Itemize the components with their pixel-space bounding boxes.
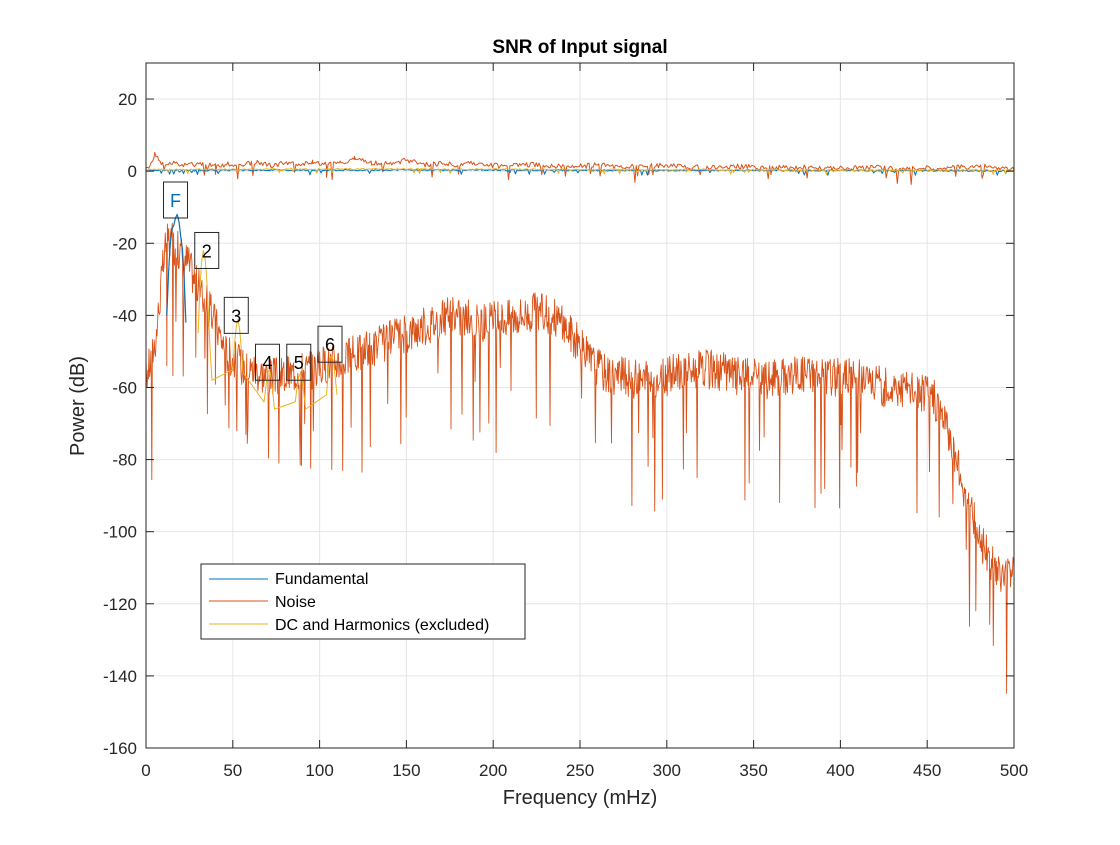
x-tick-label: 400 <box>826 761 854 780</box>
y-tick-label: -140 <box>103 667 137 686</box>
harmonic-marker-box <box>317 325 343 363</box>
y-tick-label: 0 <box>128 162 137 181</box>
x-tick-label: 500 <box>1000 761 1028 780</box>
y-tick-label: -60 <box>112 378 137 397</box>
series-layer <box>145 151 1015 694</box>
y-tick-label: -20 <box>112 234 137 253</box>
harmonic-marker-label: F <box>170 191 181 211</box>
legend: Fundamental Noise DC and Harmonics (excl… <box>200 563 526 640</box>
y-tick-label: -40 <box>112 306 137 325</box>
harmonic-markers: F 2 3 4 5 6 <box>163 181 343 381</box>
harmonic-marker-box <box>223 296 249 334</box>
y-axis-label: Power (dB) <box>67 356 89 456</box>
y-tick-label: -160 <box>103 739 137 758</box>
legend-label-fundamental: Fundamental <box>275 571 368 588</box>
legend-label-noise: Noise <box>275 594 316 611</box>
axis-ticks: 0 50 100 150 200 250 300 350 400 450 500-160-140-1… <box>103 63 1028 780</box>
harmonic-marker-box <box>163 181 189 219</box>
y-tick-label: 20 <box>118 90 137 109</box>
x-tick-label: 350 <box>739 761 767 780</box>
top-trace-fundamental <box>145 168 1015 176</box>
y-tick-label: -80 <box>112 451 137 470</box>
harmonic-marker-label: 6 <box>325 335 335 355</box>
noise-series-line <box>145 222 1015 694</box>
chart-title: SNR of Input signal <box>492 37 667 58</box>
x-tick-label: 250 <box>566 761 594 780</box>
x-tick-label: 0 <box>141 761 150 780</box>
legend-label-harmonics: DC and Harmonics (excluded) <box>275 617 489 634</box>
x-tick-label: 300 <box>653 761 681 780</box>
harmonic-marker-label: 2 <box>202 241 212 261</box>
y-tick-label: -120 <box>103 595 137 614</box>
y-tick-label: -100 <box>103 523 137 542</box>
x-axis-label: Frequency (mHz) <box>503 787 657 809</box>
x-tick-label: 50 <box>223 761 242 780</box>
x-tick-label: 100 <box>305 761 333 780</box>
harmonics-series-line <box>197 250 338 410</box>
x-tick-label: 150 <box>392 761 420 780</box>
x-tick-label: 450 <box>913 761 941 780</box>
top-trace-dc <box>145 167 1015 175</box>
harmonic-marker-label: 3 <box>231 306 241 326</box>
harmonic-marker-box <box>255 343 281 381</box>
x-tick-label: 200 <box>479 761 507 780</box>
harmonic-marker-label: 4 <box>263 353 273 373</box>
harmonic-marker-label: 5 <box>294 353 304 373</box>
harmonic-marker-box <box>286 343 312 381</box>
fundamental-series-line <box>166 213 187 323</box>
harmonic-marker-box <box>194 231 220 269</box>
